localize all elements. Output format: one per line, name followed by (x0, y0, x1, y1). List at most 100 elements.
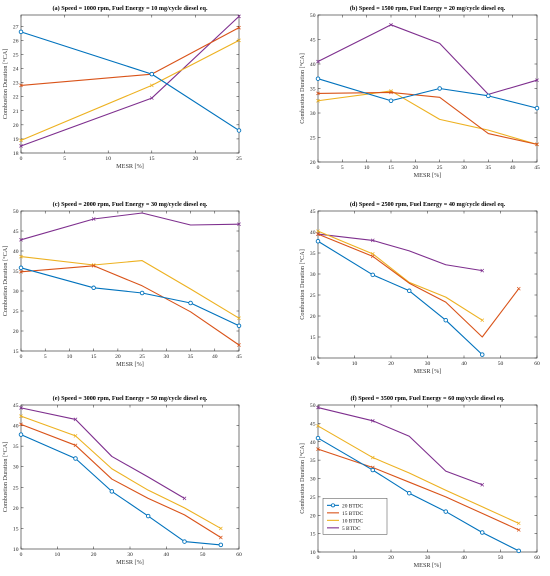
data-point (480, 318, 485, 323)
legend-label: 15 BTDC (342, 511, 364, 517)
series-line-s10 (317, 230, 483, 321)
data-point (19, 414, 23, 418)
y-tick-label: 23 (13, 81, 19, 87)
data-point (407, 288, 412, 294)
y-axis-label: Combustion Duration [°CA] (2, 442, 9, 513)
y-tick-label: 25 (13, 309, 19, 315)
data-point (316, 229, 320, 234)
series-line-s15 (317, 91, 538, 145)
y-tick-label: 15 (13, 526, 19, 532)
y-tick-label: 15 (310, 532, 316, 538)
data-point (91, 285, 96, 291)
y-tick-label: 30 (13, 289, 19, 295)
data-point (480, 482, 485, 487)
series-line-s5 (317, 407, 483, 486)
x-tick-label: 35 (188, 354, 194, 360)
x-tick-label: 10 (67, 354, 73, 360)
data-point (218, 535, 223, 540)
y-tick-label: 35 (310, 458, 316, 464)
chart-panel-e: (e) Speed = 3000 rpm, Fuel Energy = 50 m… (2, 395, 242, 566)
x-tick-label: 20 (388, 555, 394, 561)
data-point (316, 59, 320, 64)
y-tick-label: 10 (310, 550, 316, 556)
y-tick-label: 26 (13, 38, 19, 44)
y-tick-label: 35 (310, 251, 316, 257)
series-line-s10 (317, 90, 538, 145)
data-point (19, 83, 23, 88)
y-tick-label: 20 (13, 329, 19, 335)
x-tick-label: 20 (91, 552, 97, 558)
data-point (370, 467, 376, 473)
data-point (18, 432, 24, 437)
y-tick-label: 22 (13, 95, 19, 101)
data-point (407, 490, 412, 496)
data-point (18, 265, 24, 271)
data-point (182, 496, 187, 501)
x-tick-label: 60 (236, 552, 242, 558)
data-point (443, 509, 449, 514)
chart-title: (e) Speed = 3000 rpm, Fuel Energy = 50 m… (53, 395, 208, 402)
data-point (516, 548, 522, 554)
x-tick-label: 25 (236, 156, 242, 162)
x-tick-label: 15 (388, 165, 394, 171)
y-tick-label: 19 (13, 137, 19, 143)
x-tick-label: 10 (55, 552, 61, 558)
x-axis-label: MESR [%] (116, 163, 144, 170)
data-point (516, 286, 521, 291)
y-tick-label: 10 (13, 547, 19, 553)
y-tick-label: 35 (13, 444, 19, 450)
x-tick-label: 30 (127, 552, 133, 558)
series-line-s5 (20, 407, 185, 499)
y-tick-label: 15 (310, 335, 316, 341)
x-tick-label: 10 (364, 165, 370, 171)
data-point (237, 25, 241, 30)
chart-panel-b: (b) Speed = 1500 rpm, Fuel Energy = 20 m… (299, 5, 540, 179)
data-point (109, 489, 115, 494)
data-point (149, 83, 154, 88)
x-tick-label: 0 (20, 354, 23, 360)
y-tick-label: 10 (310, 356, 316, 362)
y-tick-label: 35 (310, 87, 316, 93)
data-point (182, 539, 187, 544)
y-tick-label: 30 (310, 272, 316, 278)
data-point (316, 405, 320, 410)
y-tick-label: 40 (310, 62, 316, 68)
data-point (19, 254, 23, 259)
x-tick-label: 20 (193, 156, 199, 162)
x-tick-label: 10 (352, 555, 358, 561)
data-point (370, 455, 375, 460)
x-axis-label: MESR [%] (116, 559, 144, 566)
y-tick-label: 24 (13, 67, 19, 73)
x-tick-label: 15 (149, 156, 155, 162)
data-point (389, 22, 393, 27)
x-tick-label: 5 (63, 156, 66, 162)
y-tick-label: 40 (310, 440, 316, 446)
y-tick-label: 50 (310, 13, 316, 19)
data-point (19, 269, 23, 274)
x-axis-label: MESR [%] (116, 361, 144, 368)
x-axis-label: MESR [%] (414, 368, 442, 375)
data-point (149, 96, 154, 100)
legend-label: 10 BTDC (342, 518, 364, 524)
data-point (443, 317, 449, 323)
y-tick-label: 25 (13, 485, 19, 491)
series-line-s15 (317, 233, 520, 338)
y-tick-label: 25 (310, 495, 316, 501)
data-point (316, 98, 320, 103)
x-tick-label: 0 (317, 555, 320, 561)
data-point (237, 38, 241, 43)
data-point (91, 263, 96, 268)
y-axis-label: Combustion Duration [°CA] (2, 49, 9, 120)
x-tick-label: 45 (534, 165, 540, 171)
data-point (19, 144, 23, 148)
chart-panel-f: (f) Speed = 3500 rpm, Fuel Energy = 60 m… (299, 395, 540, 569)
x-tick-label: 40 (461, 555, 467, 561)
x-tick-label: 30 (461, 165, 467, 171)
data-point (480, 268, 485, 273)
data-point (149, 71, 155, 77)
y-tick-label: 15 (13, 349, 19, 355)
data-point (316, 232, 320, 236)
y-tick-label: 35 (13, 269, 19, 275)
x-axis-label: MESR [%] (414, 562, 442, 569)
data-point (73, 443, 78, 448)
